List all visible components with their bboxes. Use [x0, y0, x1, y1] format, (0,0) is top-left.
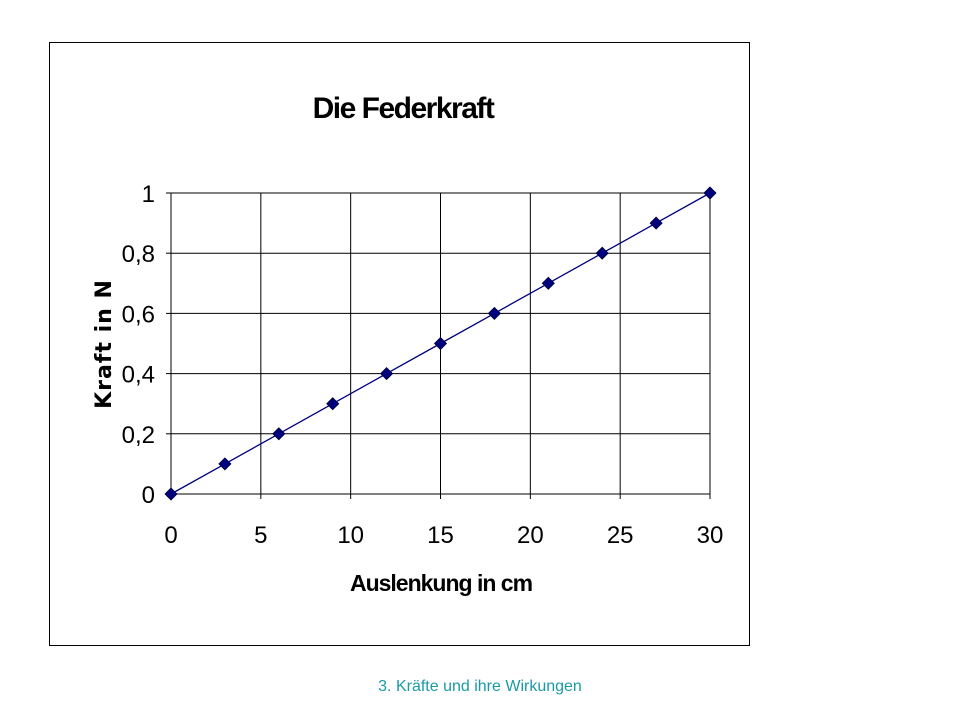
data-point-marker [272, 427, 286, 441]
data-point-marker [541, 276, 555, 290]
chart-frame [49, 42, 750, 646]
data-point-marker [164, 487, 178, 501]
y-tick-label: 0,8 [122, 241, 155, 268]
line-chart: Die Federkraft 00,20,40,60,810 5 10 15 20 25 3… [92, 92, 724, 596]
y-tick-label: 0,6 [122, 301, 155, 328]
data-point-marker [703, 186, 717, 200]
x-tick-label: 20 [517, 522, 544, 549]
x-axis-label: Auslenkung in cm [350, 570, 533, 596]
x-tick-label: 25 [607, 522, 634, 549]
grid-lines [171, 192, 711, 494]
x-tick-label: 15 [427, 522, 454, 549]
data-point-marker [326, 397, 340, 411]
y-tick-label: 0,2 [122, 422, 155, 449]
y-tick-label: 0 [142, 482, 155, 509]
y-axis-label: Kraft in N [92, 279, 117, 409]
x-tick-label: 10 [337, 522, 364, 549]
series-layer [164, 186, 717, 501]
y-tick-label: 1 [142, 181, 155, 208]
data-point-marker [487, 306, 501, 320]
data-point-marker [380, 367, 394, 381]
chart-title: Die Federkraft [313, 92, 495, 125]
data-point-marker [433, 336, 448, 351]
data-point-marker [595, 246, 609, 260]
y-tick-label: 0,4 [122, 362, 155, 389]
x-tick-label: 30 [697, 522, 724, 549]
tick-labels: 00,20,40,60,810 5 10 15 20 25 30 [122, 181, 724, 549]
data-point-marker [649, 216, 663, 230]
x-tick-label: 0 [164, 522, 177, 549]
footer-caption: 3. Kräfte und ihre Wirkungen [378, 678, 582, 695]
x-tick-label: 5 [254, 522, 267, 549]
data-point-marker [218, 457, 232, 471]
